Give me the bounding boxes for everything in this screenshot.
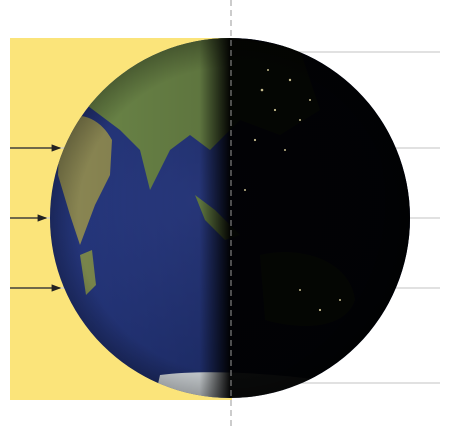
limb-shading	[50, 38, 410, 398]
sun-rays	[10, 144, 62, 292]
globe	[50, 38, 410, 398]
